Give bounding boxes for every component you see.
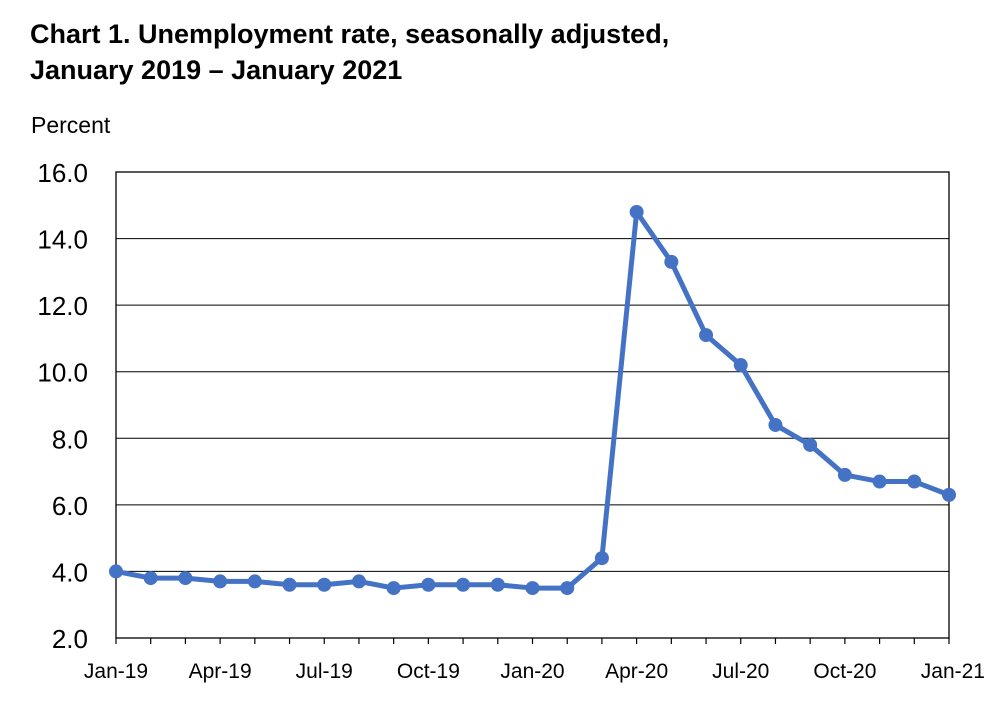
chart-title-line-1: Chart 1. Unemployment rate, seasonally a… (30, 19, 670, 49)
y-tick-label: 10.0 (37, 358, 88, 388)
x-tick-label: Jan-19 (84, 660, 148, 683)
data-point (699, 328, 714, 343)
data-point (282, 577, 297, 592)
x-tick-label: Jul-19 (296, 660, 353, 683)
data-point (109, 564, 123, 579)
data-point (942, 487, 956, 502)
data-point (560, 581, 575, 596)
chart-title: Chart 1. Unemployment rate, seasonally a… (30, 16, 669, 88)
data-point (386, 581, 401, 596)
data-point (351, 574, 366, 589)
data-point (837, 467, 852, 482)
data-point (907, 474, 922, 489)
data-point (768, 417, 783, 432)
data-point (525, 581, 540, 596)
data-point (872, 474, 887, 489)
data-point (629, 204, 644, 219)
x-tick-label: Oct-20 (813, 660, 876, 683)
y-tick-label: 16.0 (37, 158, 88, 188)
x-tick-label: Apr-20 (605, 660, 668, 683)
data-point (213, 574, 228, 589)
y-tick-label: 14.0 (37, 225, 88, 255)
y-tick-label: 8.0 (52, 424, 88, 454)
y-tick-label: 4.0 (52, 557, 88, 587)
y-tick-label: 12.0 (37, 291, 88, 321)
x-tick-label: Jan-21 (921, 660, 985, 683)
data-point (317, 577, 332, 592)
plot-frame (115, 171, 950, 639)
series-line (115, 209, 950, 591)
data-point (456, 577, 471, 592)
data-point (733, 358, 748, 373)
x-tick-label: Jan-20 (500, 660, 564, 683)
data-point (247, 574, 262, 589)
data-point (421, 577, 436, 592)
data-point (664, 254, 679, 269)
y-tick-label: 6.0 (52, 491, 88, 521)
y-tick-label: 2.0 (52, 624, 88, 654)
data-point (594, 551, 609, 566)
x-tick-label: Oct-19 (397, 660, 460, 683)
data-point (178, 571, 193, 586)
x-tick-label: Jul-20 (712, 660, 769, 683)
data-point (143, 571, 158, 586)
chart-title-line-2: January 2019 – January 2021 (30, 55, 403, 85)
y-axis-label: Percent (31, 112, 111, 138)
x-tick-label: Apr-19 (189, 660, 252, 683)
data-point (803, 437, 818, 452)
data-point (490, 577, 505, 592)
